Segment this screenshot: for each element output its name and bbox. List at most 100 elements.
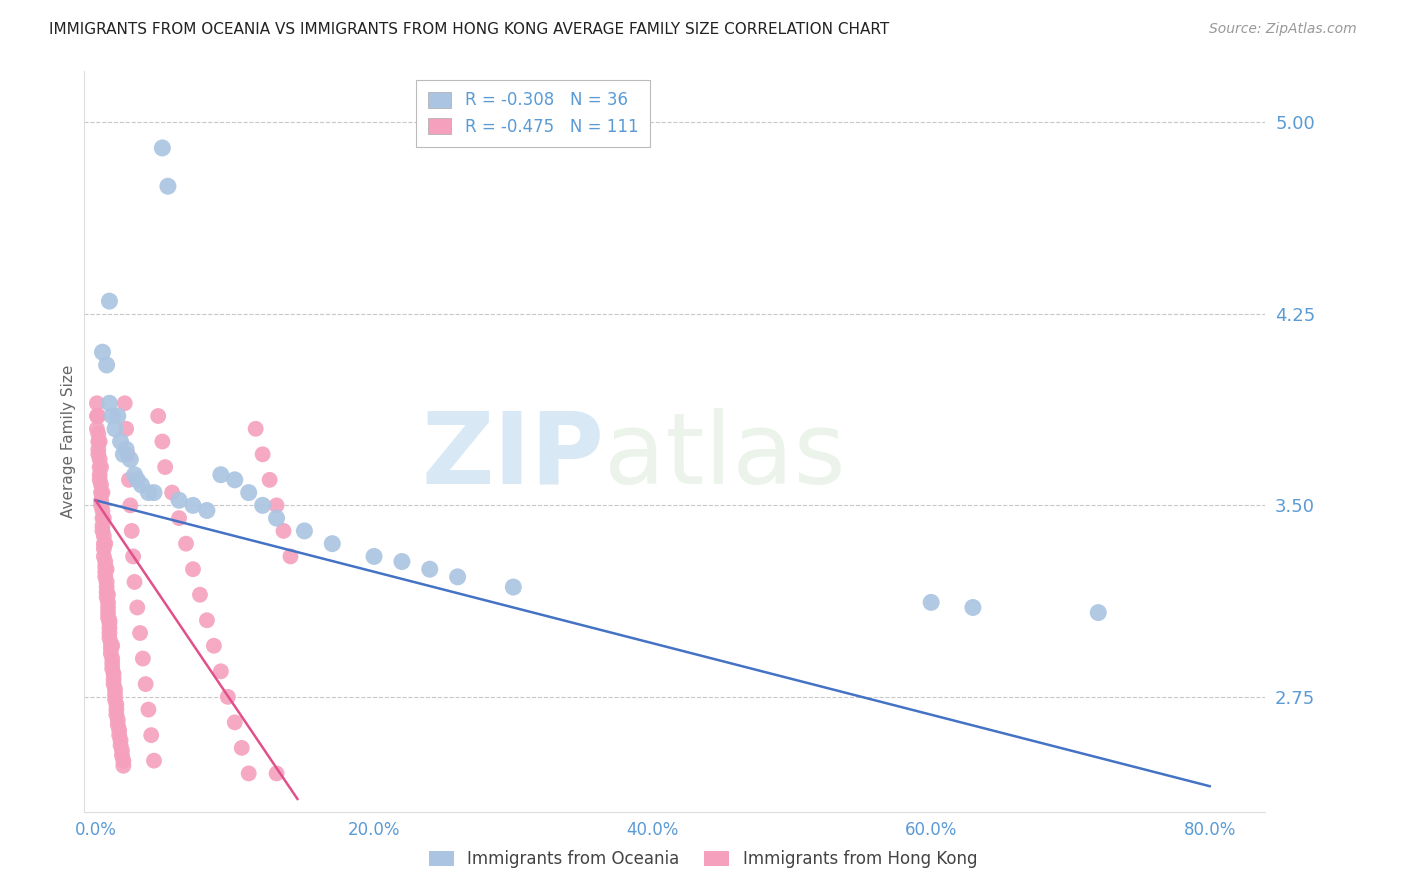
Point <box>101 662 124 676</box>
Point <box>127 600 149 615</box>
Point <box>107 713 129 727</box>
Point <box>98 294 121 309</box>
Point <box>110 733 132 747</box>
Point <box>273 524 295 538</box>
Point <box>90 460 112 475</box>
Point <box>167 511 190 525</box>
Point <box>97 588 120 602</box>
Point <box>120 452 142 467</box>
Point <box>129 626 152 640</box>
Point <box>89 452 111 467</box>
Point <box>86 422 108 436</box>
Point <box>98 621 121 635</box>
Point <box>321 536 343 550</box>
Text: atlas: atlas <box>605 408 845 505</box>
Point <box>87 442 110 457</box>
Point <box>245 422 267 436</box>
Point <box>96 580 118 594</box>
Point <box>90 493 112 508</box>
Point <box>1087 606 1109 620</box>
Point <box>98 631 121 645</box>
Point <box>91 511 114 525</box>
Point <box>141 728 163 742</box>
Point <box>100 636 122 650</box>
Point <box>104 687 127 701</box>
Point <box>132 651 155 665</box>
Point <box>96 574 118 589</box>
Text: IMMIGRANTS FROM OCEANIA VS IMMIGRANTS FROM HONG KONG AVERAGE FAMILY SIZE CORRELA: IMMIGRANTS FROM OCEANIA VS IMMIGRANTS FR… <box>49 22 890 37</box>
Point <box>86 409 108 423</box>
Point <box>93 541 115 556</box>
Point <box>138 485 160 500</box>
Point <box>98 396 121 410</box>
Point <box>280 549 302 564</box>
Point <box>91 503 114 517</box>
Point <box>103 666 125 681</box>
Point <box>363 549 385 564</box>
Point <box>91 485 114 500</box>
Point <box>920 595 942 609</box>
Point <box>89 434 111 449</box>
Point <box>107 409 129 423</box>
Text: ZIP: ZIP <box>422 408 605 505</box>
Point <box>108 723 131 737</box>
Point <box>224 715 246 730</box>
Point <box>111 748 134 763</box>
Point <box>100 641 122 656</box>
Point <box>181 562 204 576</box>
Point <box>87 447 110 461</box>
Point <box>294 524 316 538</box>
Point <box>101 651 124 665</box>
Point <box>101 639 124 653</box>
Point <box>238 485 260 500</box>
Point <box>112 447 135 461</box>
Point <box>195 613 218 627</box>
Point <box>104 692 127 706</box>
Point <box>93 549 115 564</box>
Point <box>101 657 124 671</box>
Point <box>115 442 138 457</box>
Point <box>266 499 288 513</box>
Point <box>962 600 984 615</box>
Point <box>111 743 134 757</box>
Point <box>188 588 211 602</box>
Point <box>94 570 117 584</box>
Point <box>117 447 139 461</box>
Point <box>135 677 157 691</box>
Point <box>110 434 132 449</box>
Point <box>112 758 135 772</box>
Point <box>114 396 136 410</box>
Point <box>224 473 246 487</box>
Point <box>93 536 115 550</box>
Text: Source: ZipAtlas.com: Source: ZipAtlas.com <box>1209 22 1357 37</box>
Point <box>143 754 166 768</box>
Legend: R = -0.308   N = 36, R = -0.475   N = 111: R = -0.308 N = 36, R = -0.475 N = 111 <box>416 79 650 147</box>
Point <box>108 728 131 742</box>
Point <box>259 473 281 487</box>
Point <box>100 647 122 661</box>
Point <box>266 511 288 525</box>
Point <box>124 467 146 482</box>
Point <box>94 555 117 569</box>
Point <box>120 499 142 513</box>
Point <box>91 524 114 538</box>
Point <box>502 580 524 594</box>
Point <box>174 536 197 550</box>
Point <box>252 499 274 513</box>
Point <box>96 591 118 605</box>
Point <box>87 426 110 441</box>
Point <box>90 499 112 513</box>
Point <box>122 549 145 564</box>
Point <box>181 499 204 513</box>
Point <box>96 562 118 576</box>
Point <box>131 478 153 492</box>
Point <box>87 434 110 449</box>
Point <box>112 754 135 768</box>
Point <box>231 740 253 755</box>
Legend: Immigrants from Oceania, Immigrants from Hong Kong: Immigrants from Oceania, Immigrants from… <box>422 844 984 875</box>
Point <box>391 555 413 569</box>
Point <box>96 585 118 599</box>
Point <box>115 422 138 436</box>
Point <box>150 434 173 449</box>
Point <box>105 698 128 712</box>
